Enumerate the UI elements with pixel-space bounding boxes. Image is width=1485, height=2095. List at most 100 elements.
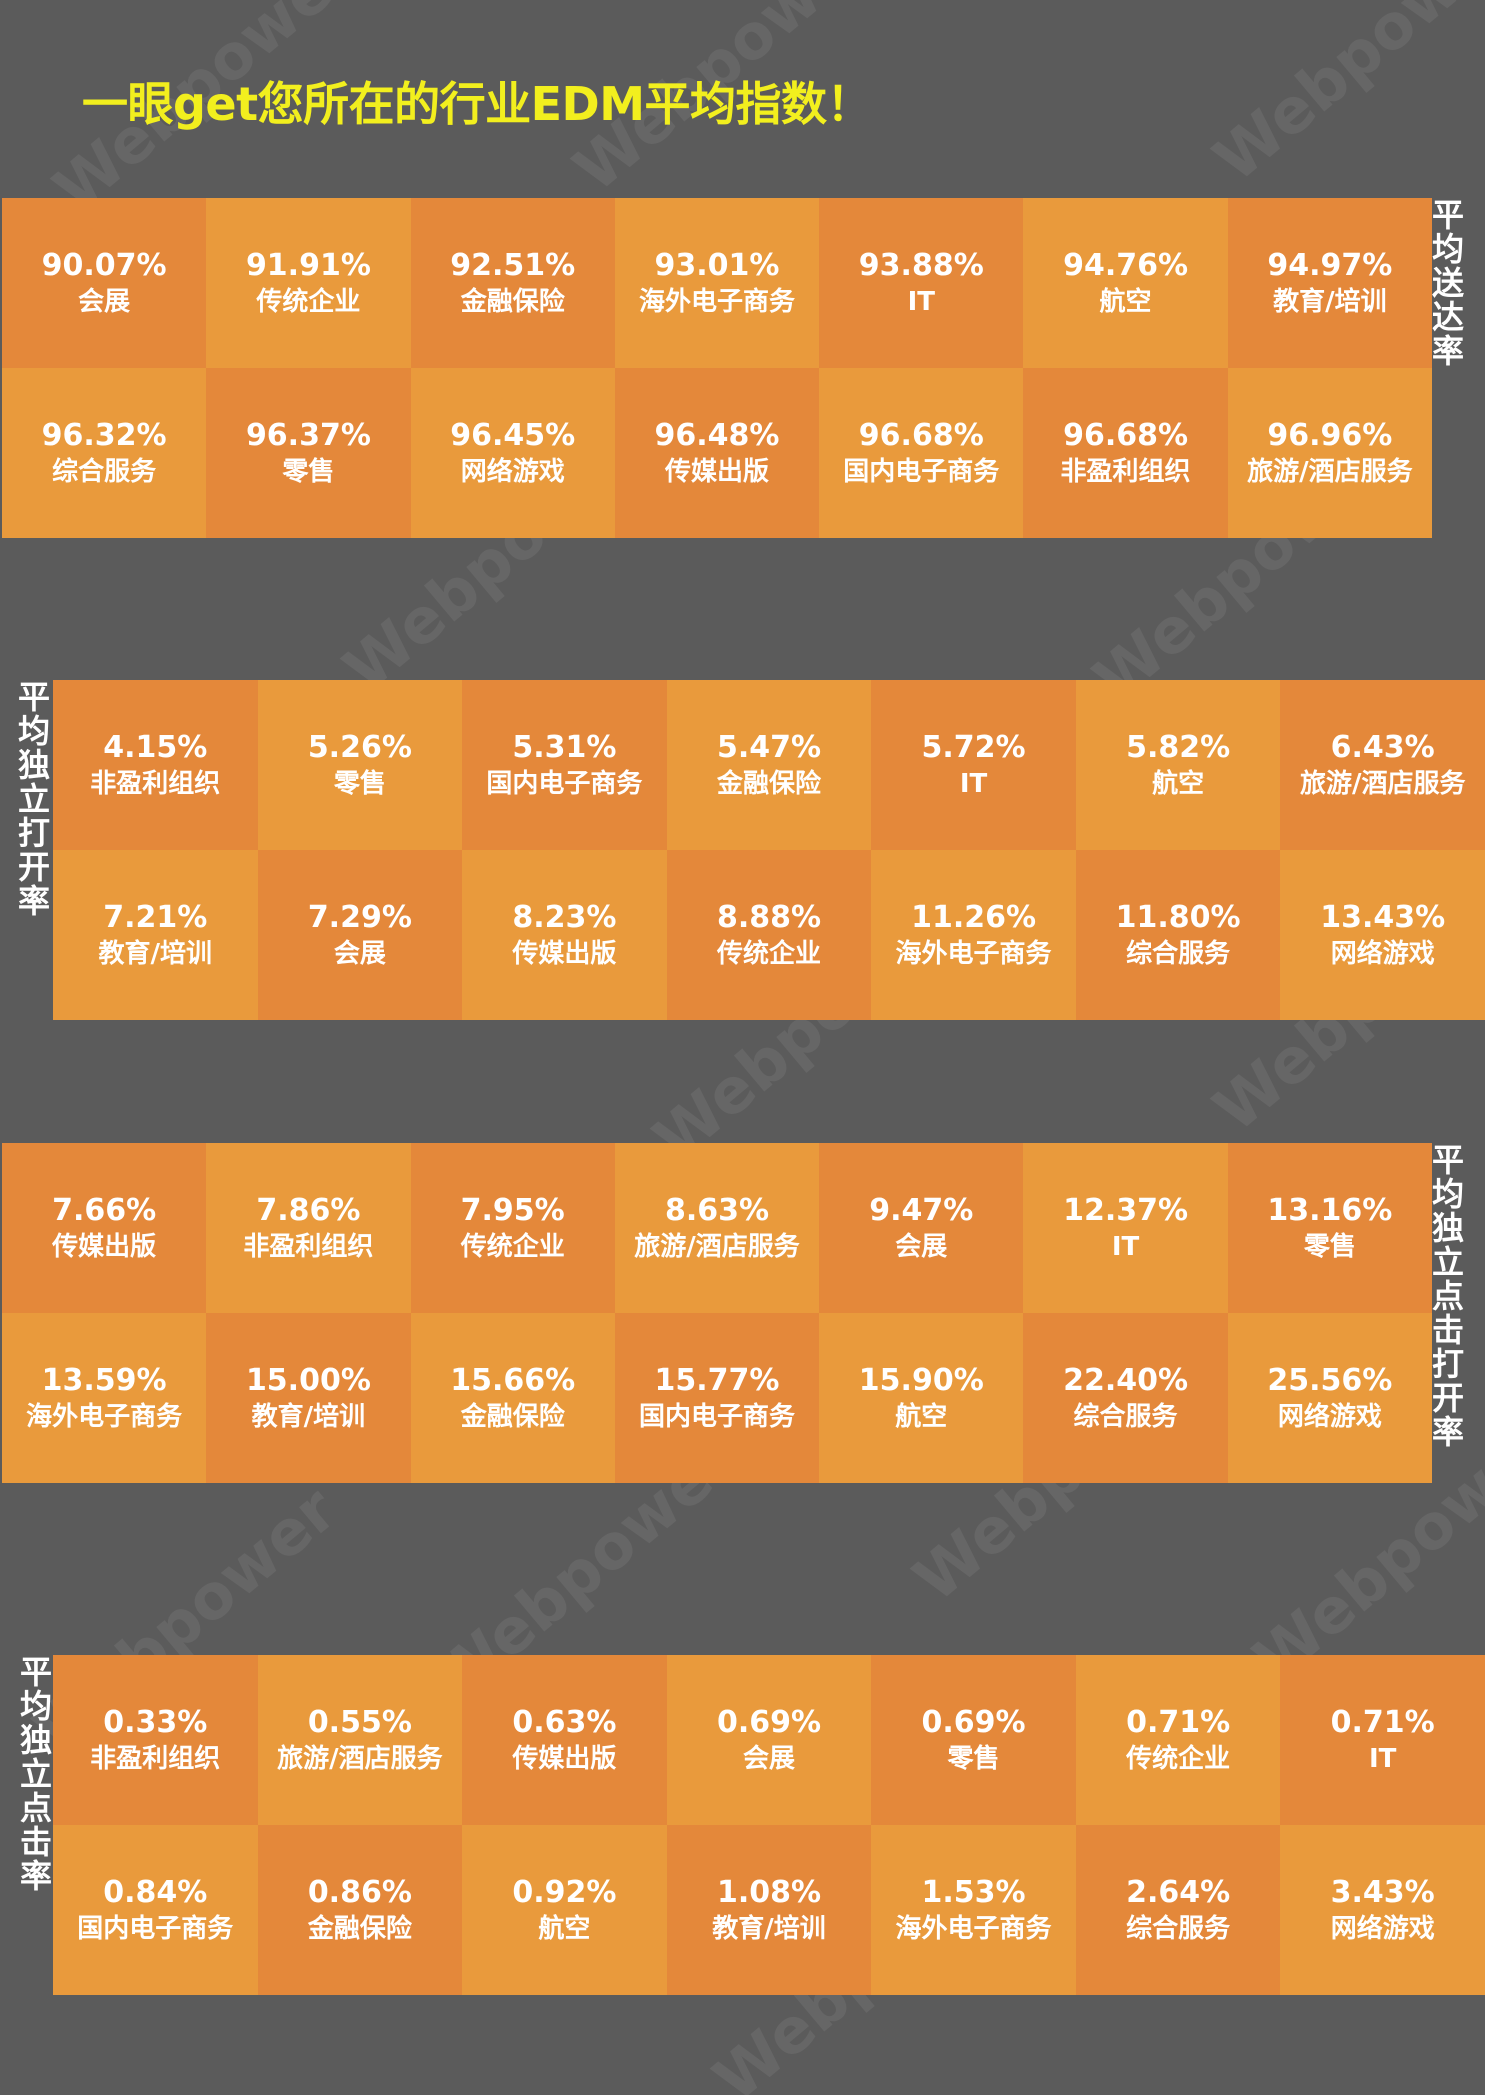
industry-label: 教育/培训 <box>251 1402 366 1432</box>
rate-value: 0.92% <box>512 1875 617 1910</box>
industry-label: 零售 <box>282 457 335 487</box>
industry-label: 非盈利组织 <box>1060 457 1191 487</box>
industry-label: 航空 <box>895 1402 948 1432</box>
industry-label: 金融保险 <box>716 769 821 799</box>
rate-value: 93.01% <box>654 248 780 283</box>
industry-label: 传媒出版 <box>664 457 769 487</box>
industry-label: 非盈利组织 <box>90 1744 221 1774</box>
industry-label: 海外电子商务 <box>26 1402 183 1432</box>
industry-label: 旅游/酒店服务 <box>277 1744 443 1774</box>
rate-value: 94.76% <box>1063 248 1189 283</box>
rate-value: 0.71% <box>1330 1705 1435 1740</box>
rate-cell: 5.26% 零售 <box>257 680 463 850</box>
rate-cell: 13.16% 零售 <box>1227 1143 1432 1313</box>
rate-cell: 0.69% 会展 <box>666 1655 872 1825</box>
rate-cell: 0.86% 金融保险 <box>257 1825 463 1995</box>
industry-label: 国内电子商务 <box>486 769 643 799</box>
industry-label: 传统企业 <box>1126 1744 1231 1774</box>
industry-label: 传统企业 <box>460 1232 565 1262</box>
rate-cell: 5.82% 航空 <box>1075 680 1281 850</box>
rate-cell: 96.68% 国内电子商务 <box>819 368 1024 538</box>
industry-label: 传媒出版 <box>52 1232 157 1262</box>
rate-value: 13.43% <box>1320 900 1446 935</box>
industry-label: 金融保险 <box>460 287 565 317</box>
industry-label: 航空 <box>1152 769 1205 799</box>
industry-label: 网络游戏 <box>1330 1914 1435 1944</box>
industry-label: 航空 <box>1099 287 1152 317</box>
industry-label: 海外电子商务 <box>895 1914 1052 1944</box>
industry-label: 教育/培训 <box>712 1914 826 1944</box>
industry-label: 传媒出版 <box>512 939 617 969</box>
rate-value: 96.48% <box>654 418 780 453</box>
rate-cell: 0.63% 传媒出版 <box>462 1655 667 1825</box>
industry-label: 国内电子商务 <box>843 457 1000 487</box>
rate-cell: 96.37% 零售 <box>206 368 411 538</box>
rate-cell: 93.88% IT <box>819 198 1024 368</box>
rate-cell: 0.71% IT <box>1280 1655 1485 1825</box>
rate-value: 12.37% <box>1063 1193 1189 1228</box>
rate-value: 22.40% <box>1063 1363 1189 1398</box>
rate-cell: 7.66% 传媒出版 <box>2 1143 207 1313</box>
rate-value: 8.23% <box>512 900 617 935</box>
rate-value: 96.68% <box>858 418 984 453</box>
rate-cell: 8.23% 传媒出版 <box>462 850 667 1020</box>
rate-cell: 7.21% 教育/培训 <box>53 850 258 1020</box>
industry-label: 传媒出版 <box>512 1744 617 1774</box>
rate-value: 13.59% <box>41 1363 167 1398</box>
rate-cell: 15.66% 金融保险 <box>410 1313 615 1483</box>
click-to-open-rate-section: 7.66% 传媒出版 7.86% 非盈利组织 7.95% 传统企业 8.63% 旅游/酒店服务… <box>0 1143 1485 1483</box>
industry-label: 网络游戏 <box>1277 1402 1382 1432</box>
rate-value: 96.37% <box>245 418 371 453</box>
industry-label: 航空 <box>538 1914 591 1944</box>
click-rate-section: 平均独立点击率 0.33% 非盈利组织 0.55% 旅游/酒店服务 0.63% 传媒出版 0… <box>0 1655 1485 1995</box>
rate-cell: 94.76% 航空 <box>1023 198 1228 368</box>
rate-cell: 13.59% 海外电子商务 <box>2 1313 207 1483</box>
industry-label: 零售 <box>947 1744 1000 1774</box>
industry-label: 教育/培训 <box>98 939 213 969</box>
open-rate-grid: 4.15% 非盈利组织 5.26% 零售 5.31% 国内电子商务 5.47% 金融保险 5.7… <box>53 680 1485 1020</box>
rate-value: 90.07% <box>41 248 167 283</box>
industry-label: 国内电子商务 <box>77 1914 234 1944</box>
rate-cell: 5.72% IT <box>871 680 1076 850</box>
rate-cell: 0.55% 旅游/酒店服务 <box>257 1655 463 1825</box>
rate-value: 0.69% <box>921 1705 1026 1740</box>
page-title: 一眼get您所在的行业EDM平均指数！ <box>82 77 873 131</box>
industry-label: 金融保险 <box>307 1914 412 1944</box>
rate-value: 1.53% <box>921 1875 1026 1910</box>
industry-label: 国内电子商务 <box>638 1402 795 1432</box>
industry-label: IT <box>1111 1232 1140 1262</box>
open-rate-label: 平均独立打开率 <box>17 678 50 920</box>
rate-cell: 90.07% 会展 <box>2 198 207 368</box>
click-rate-grid: 0.33% 非盈利组织 0.55% 旅游/酒店服务 0.63% 传媒出版 0.69% 会展 0.… <box>53 1655 1485 1995</box>
rate-cell: 7.29% 会展 <box>257 850 463 1020</box>
rate-cell: 3.43% 网络游戏 <box>1280 1825 1485 1995</box>
rate-value: 4.15% <box>103 730 208 765</box>
rate-value: 91.91% <box>245 248 371 283</box>
rate-cell: 93.01% 海外电子商务 <box>614 198 820 368</box>
rate-cell: 11.26% 海外电子商务 <box>871 850 1076 1020</box>
rate-value: 94.97% <box>1267 248 1393 283</box>
rate-value: 5.72% <box>921 730 1026 765</box>
click-to-open-rate-label: 平均独立点击打开率 <box>1431 1141 1464 1451</box>
rate-cell: 13.43% 网络游戏 <box>1280 850 1485 1020</box>
rate-cell: 0.84% 国内电子商务 <box>53 1825 258 1995</box>
rate-value: 11.26% <box>911 900 1037 935</box>
rate-cell: 8.88% 传统企业 <box>666 850 872 1020</box>
rate-cell: 2.64% 综合服务 <box>1075 1825 1281 1995</box>
rate-cell: 6.43% 旅游/酒店服务 <box>1280 680 1485 850</box>
rate-value: 8.88% <box>716 900 822 935</box>
rate-cell: 1.08% 教育/培训 <box>666 1825 872 1995</box>
rate-cell: 0.71% 传统企业 <box>1075 1655 1281 1825</box>
rate-value: 0.55% <box>307 1705 412 1740</box>
rate-cell: 0.69% 零售 <box>871 1655 1076 1825</box>
rate-cell: 9.47% 会展 <box>819 1143 1024 1313</box>
industry-label: 传统企业 <box>256 287 361 317</box>
delivery-rate-section: 90.07% 会展 91.91% 传统企业 92.51% 金融保险 93.01% 海外电子商务… <box>0 198 1485 538</box>
open-rate-section: 平均独立打开率 4.15% 非盈利组织 5.26% 零售 5.31% 国内电子商务 5.47… <box>0 680 1485 1020</box>
industry-label: 非盈利组织 <box>243 1232 374 1262</box>
industry-label: 海外电子商务 <box>638 287 795 317</box>
rate-value: 0.71% <box>1126 1705 1231 1740</box>
industry-label: 会展 <box>742 1744 795 1774</box>
rate-value: 96.45% <box>450 418 576 453</box>
rate-value: 15.90% <box>858 1363 984 1398</box>
